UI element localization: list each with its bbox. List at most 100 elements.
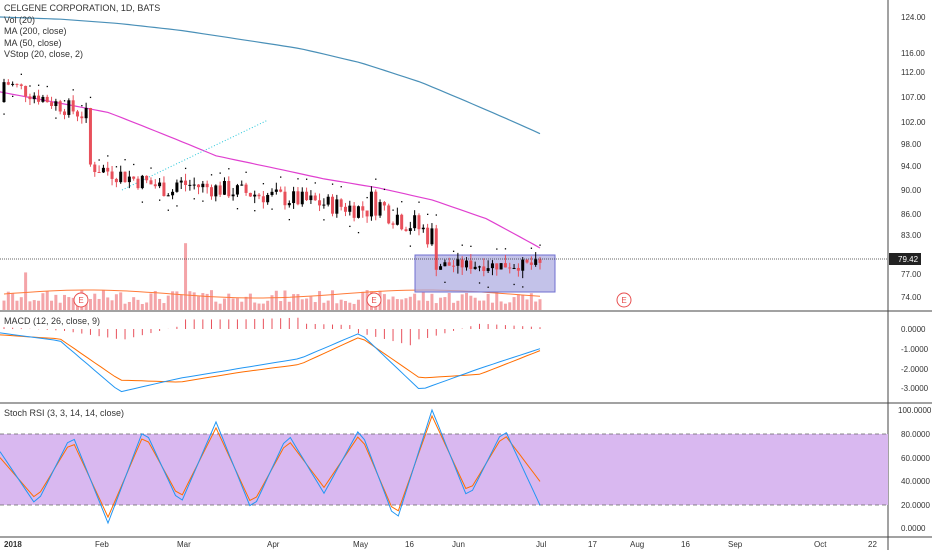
legend-vstop[interactable]: VStop (20, close, 2) (4, 49, 84, 59)
stoch-tick: 40.0000 (901, 477, 930, 486)
price-axis[interactable]: 124.00 116.00 112.00 107.00 102.00 98.00… (889, 13, 926, 302)
volume-bar (469, 295, 473, 310)
vstop-dot (81, 105, 83, 107)
vstop-dot (210, 174, 213, 176)
volume-bar (6, 291, 10, 310)
vstop-dot (461, 244, 463, 246)
candle-body (477, 266, 481, 268)
volume-bar (244, 296, 248, 310)
time-axis[interactable]: 2018 Feb Mar Apr May 16 Jun Jul 17 Aug 1… (4, 540, 877, 549)
volume-bar (503, 303, 507, 310)
time-tick: Mar (177, 540, 191, 549)
time-tick: 17 (588, 540, 597, 549)
vstop-dot (375, 178, 377, 180)
vstop-dot (124, 159, 126, 161)
volume-bar (266, 300, 270, 310)
vstop-dot (418, 201, 420, 203)
volume-bar (426, 300, 430, 310)
candle-body (529, 262, 533, 265)
macd-hist-bar (176, 326, 178, 329)
macd-hist-bar (401, 329, 403, 344)
volume-bar (313, 302, 317, 310)
stoch-legend-label[interactable]: Stoch RSI (3, 3, 14, 14, close) (4, 408, 125, 418)
vstop-dot (133, 163, 135, 166)
candle-body (97, 172, 101, 174)
vstop-dot (219, 172, 221, 174)
macd-pane[interactable] (0, 317, 541, 393)
vstop-dot (12, 95, 14, 98)
volume-bar (158, 298, 162, 310)
time-tick: May (353, 540, 368, 549)
candle-body (119, 171, 123, 183)
candle-body (391, 223, 395, 225)
vstop-dot (305, 178, 308, 180)
candle-body (318, 200, 322, 206)
macd-tick: -2.0000 (901, 365, 929, 374)
candle-body (300, 191, 304, 205)
volume-bar (63, 294, 67, 310)
stoch-axis[interactable]: 100.0000 80.0000 60.0000 40.0000 20.0000… (898, 406, 932, 533)
vstop-dot (202, 200, 204, 202)
volume-bar (28, 301, 32, 310)
candle-body (369, 191, 373, 217)
macd-hist-bar (202, 319, 204, 329)
macd-hist-bar (210, 319, 212, 329)
vstop-dot (89, 96, 92, 99)
vstop-dot (383, 188, 386, 191)
earnings-marker[interactable]: E (73, 292, 89, 308)
earnings-marker[interactable]: E (366, 292, 382, 308)
price-tick: 94.00 (901, 162, 922, 171)
volume-bar (516, 294, 520, 310)
trend-line-drawing[interactable] (121, 119, 269, 191)
stoch-legend[interactable]: Stoch RSI (3, 3, 14, 14, close) (4, 408, 124, 420)
earnings-marker[interactable]: E (616, 292, 632, 308)
vstop-dot (478, 282, 481, 284)
volume-bar (11, 293, 15, 310)
volume-bar (452, 302, 456, 310)
ma50-line (0, 91, 541, 249)
legend-vol[interactable]: Vol (20) (4, 14, 36, 25)
stoch-rsi-pane[interactable] (0, 408, 888, 525)
macd-hist-bar (297, 317, 299, 329)
vstop-dot (331, 183, 334, 185)
volume-bar (361, 291, 365, 310)
macd-legend-label[interactable]: MACD (12, 26, close, 9) (4, 316, 101, 326)
candle-body (331, 196, 335, 214)
macd-hist-bar (504, 325, 506, 329)
volume-bar (166, 295, 170, 310)
candle-body (114, 178, 118, 183)
candlesticks (2, 78, 542, 279)
legend-ma50[interactable]: MA (50, close) (4, 37, 62, 48)
main-legend[interactable]: CELGENE CORPORATION, 1D, BATS Vol (20) M… (4, 3, 160, 61)
volume-bar (106, 297, 110, 310)
macd-hist-bar (357, 329, 359, 334)
price-pane[interactable] (0, 16, 888, 310)
volume-bar (41, 293, 45, 310)
legend-ma200[interactable]: MA (200, close) (4, 26, 67, 36)
volume-bar (231, 298, 235, 310)
volume-bar (58, 302, 62, 310)
macd-hist-bar (306, 323, 308, 329)
macd-hist-bar (245, 319, 247, 329)
macd-legend[interactable]: MACD (12, 26, close, 9) (4, 316, 100, 328)
volume-bar (434, 303, 438, 310)
macd-hist-bar (470, 326, 472, 329)
macd-hist-bar (150, 329, 152, 334)
volume-bar (201, 293, 205, 310)
vstop-dot (340, 186, 342, 188)
macd-hist-bar (12, 327, 14, 329)
candle-body (28, 96, 32, 100)
macd-hist-bar (20, 328, 22, 329)
candle-body (495, 263, 499, 270)
candle-body (32, 95, 36, 100)
legend-title[interactable]: CELGENE CORPORATION, 1D, BATS (4, 3, 161, 13)
macd-axis[interactable]: 0.0000 -1.0000 -2.0000 -3.0000 (901, 325, 929, 393)
vstop-dot (228, 168, 230, 170)
volume-bar (343, 300, 347, 310)
candle-body (456, 259, 460, 266)
candle-body (512, 267, 516, 269)
volume-bar (460, 294, 464, 310)
volume-bar (413, 293, 417, 310)
macd-hist-bar (332, 324, 334, 329)
